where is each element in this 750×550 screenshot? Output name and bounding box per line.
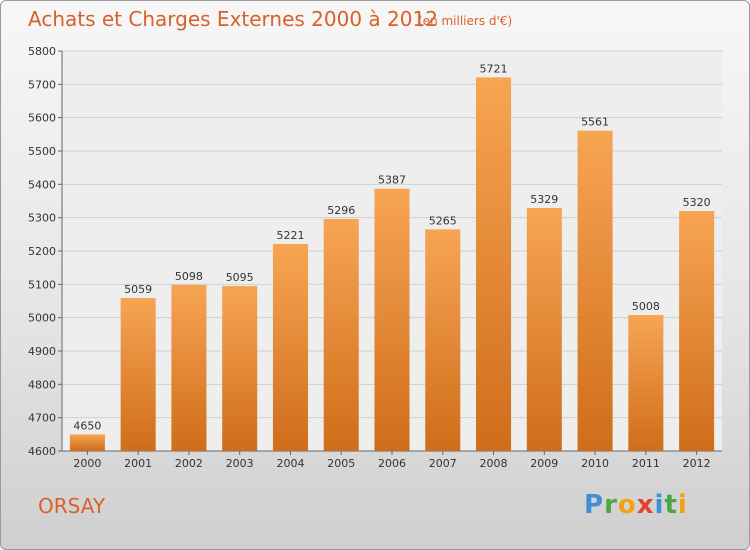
bar — [222, 286, 258, 451]
bar-value-label: 5059 — [124, 283, 152, 296]
x-tick-label: 2012 — [683, 457, 711, 470]
bar — [577, 130, 613, 451]
chart-subtitle: (en milliers d'€) — [418, 14, 513, 28]
bar — [476, 77, 512, 451]
bar-value-label: 5721 — [480, 62, 508, 75]
bar — [272, 244, 308, 451]
bar-value-label: 5329 — [530, 193, 558, 206]
city-label: ORSAY — [38, 494, 106, 518]
y-tick-label: 5700 — [28, 78, 56, 91]
x-tick-label: 2005 — [327, 457, 355, 470]
y-tick-label: 5800 — [28, 45, 56, 58]
bar — [120, 298, 156, 451]
y-tick-label: 5200 — [28, 245, 56, 258]
chart-title: Achats et Charges Externes 2000 à 2012 — [28, 7, 438, 31]
y-tick-label: 5100 — [28, 278, 56, 291]
bar — [323, 219, 359, 451]
bar — [679, 211, 715, 451]
x-tick-label: 2002 — [175, 457, 203, 470]
x-tick-label: 2008 — [480, 457, 508, 470]
y-tick-label: 5600 — [28, 112, 56, 125]
y-tick-label: 4900 — [28, 345, 56, 358]
x-tick-label: 2003 — [226, 457, 254, 470]
bar — [526, 208, 562, 451]
y-tick-label: 5400 — [28, 178, 56, 191]
bar — [374, 188, 410, 451]
bar-value-label: 5387 — [378, 174, 406, 187]
logo-letter: t — [664, 490, 678, 520]
x-tick-label: 2010 — [581, 457, 609, 470]
logo-letter: x — [636, 490, 655, 520]
bar-value-label: 5320 — [683, 196, 711, 209]
logo-letter: o — [617, 490, 637, 520]
x-tick-label: 2004 — [276, 457, 304, 470]
x-tick-label: 2011 — [632, 457, 660, 470]
bar — [171, 285, 207, 451]
logo-letter: r — [604, 490, 618, 520]
proxiti-logo[interactable]: Proxiti — [584, 490, 688, 520]
y-tick-label: 4600 — [28, 445, 56, 458]
x-tick-label: 2000 — [73, 457, 101, 470]
bar-value-label: 5221 — [276, 229, 304, 242]
bar-value-label: 4650 — [73, 419, 101, 432]
x-tick-label: 2009 — [530, 457, 558, 470]
bar-value-label: 5561 — [581, 116, 609, 129]
bar-value-label: 5095 — [226, 271, 254, 284]
bar-value-label: 5265 — [429, 214, 457, 227]
bar — [69, 434, 105, 451]
logo-letter: P — [584, 490, 605, 520]
x-tick-label: 2007 — [429, 457, 457, 470]
bar — [425, 229, 461, 451]
bar-value-label: 5098 — [175, 270, 203, 283]
logo-letter: i — [677, 490, 688, 520]
y-tick-label: 5500 — [28, 145, 56, 158]
y-tick-label: 5000 — [28, 312, 56, 325]
logo-letter: i — [654, 490, 665, 520]
y-tick-label: 4800 — [28, 378, 56, 391]
bar-value-label: 5296 — [327, 204, 355, 217]
y-tick-label: 4700 — [28, 412, 56, 425]
bar-value-label: 5008 — [632, 300, 660, 313]
x-tick-label: 2001 — [124, 457, 152, 470]
x-tick-label: 2006 — [378, 457, 406, 470]
bar — [628, 315, 664, 451]
y-tick-label: 5300 — [28, 212, 56, 225]
